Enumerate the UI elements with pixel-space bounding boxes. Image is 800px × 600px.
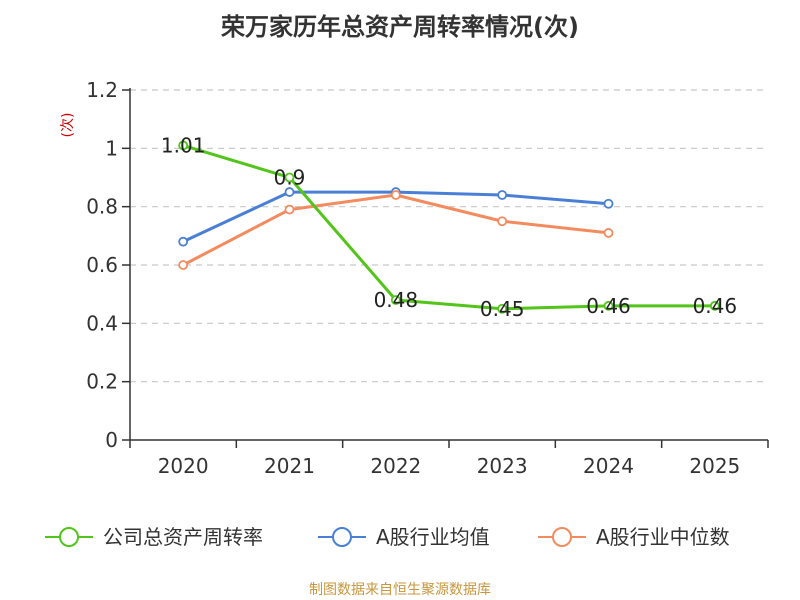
legend-item-1[interactable]: A股行业均值 [318,525,490,549]
chart-title: 荣万家历年总资产周转率情况(次) [221,13,579,41]
legend-marker [59,527,79,547]
data-point-0[interactable] [497,303,508,314]
data-point-1[interactable] [178,236,189,247]
series-line-0 [182,143,715,311]
series-group [178,140,720,314]
data-label: 0.46 [693,294,738,318]
legend-label: A股行业均值 [376,525,490,549]
legend-marker [552,527,572,547]
data-point-0[interactable] [178,140,189,151]
y-tick-label: 0.2 [86,370,118,394]
x-tick-label: 2020 [158,454,209,478]
legend[interactable]: 公司总资产周转率 A股行业均值 A股行业中位数 [45,525,730,549]
y-tick-label: 0 [105,428,118,452]
data-point-1[interactable] [284,187,295,197]
x-tick-label: 2023 [477,454,528,478]
legend-marker [332,527,352,547]
data-label: 1.01 [161,133,206,157]
y-tick-label: 0.8 [86,195,118,219]
data-point-0[interactable] [284,172,295,183]
x-tick-label: 2025 [689,454,740,478]
legend-label: A股行业中位数 [596,525,730,549]
data-point-1[interactable] [603,198,614,209]
data-labels: 1.01 0.9 0.48 0.45 0.46 0.46 [161,133,737,320]
data-label: 0.9 [274,166,306,190]
source-note: 制图数据来自恒生聚源数据库 [309,582,491,598]
grid-lines [130,89,768,383]
x-tick-label: 2021 [264,454,315,478]
data-point-2[interactable] [390,190,401,200]
data-point-1[interactable] [497,190,508,200]
y-tick-label: 0.4 [86,311,118,335]
x-tick-label: 2022 [370,454,421,478]
data-label: 0.45 [480,297,525,321]
data-label: 0.46 [586,294,631,318]
y-tick-label: 1.2 [86,78,118,102]
y-axis-label: (次) [60,113,76,138]
x-tick-label: 2024 [583,454,634,478]
legend-label: 公司总资产周转率 [103,525,263,549]
data-point-2[interactable] [178,260,189,270]
data-point-2[interactable] [284,204,295,215]
y-tick-label: 0.6 [86,253,118,277]
legend-item-2[interactable]: A股行业中位数 [538,525,730,549]
series-line-2 [182,193,609,267]
data-point-2[interactable] [497,216,508,227]
data-point-2[interactable] [603,228,614,238]
axes: 0 0.2 0.4 0.6 0.8 1 1.2 2020 2021 2022 2023 2024 202… [86,78,769,478]
data-point-0[interactable] [390,295,401,305]
y-tick-label: 1 [105,136,118,160]
data-point-0[interactable] [603,300,614,311]
legend-item-0[interactable]: 公司总资产周转率 [45,525,263,549]
data-label: 0.48 [374,288,419,312]
data-point-0[interactable] [709,300,720,311]
